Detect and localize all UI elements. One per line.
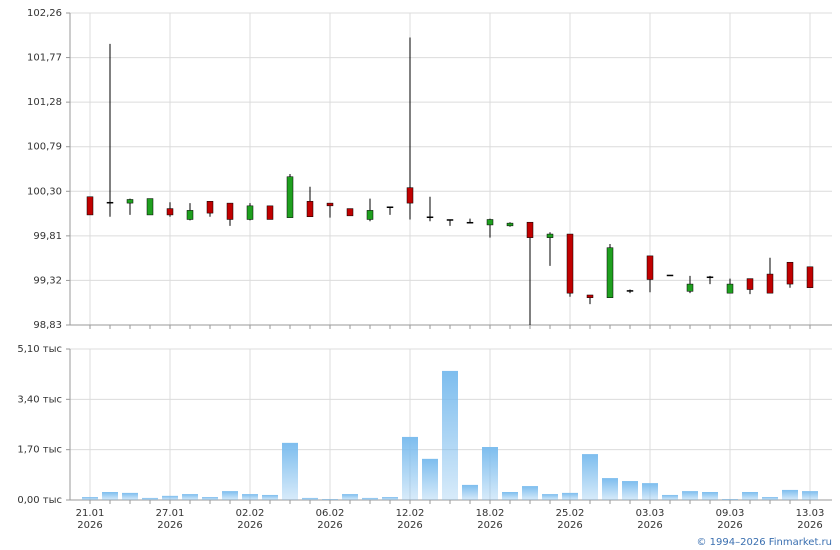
candle-body	[446, 219, 454, 221]
volume-bar	[242, 494, 258, 500]
x-tick-label: 03.03 2026	[636, 508, 665, 531]
y-tick-label: 100,30	[27, 186, 62, 197]
x-tick-label: 18.02 2026	[476, 508, 505, 531]
volume-bar	[602, 478, 618, 500]
volume-bar	[782, 489, 798, 500]
y-tick-label: 100,79	[27, 142, 62, 153]
volume-bar	[102, 492, 118, 500]
volume-bar	[642, 483, 658, 500]
volume-bar	[442, 370, 458, 500]
candle-body	[226, 202, 234, 220]
x-tick-label: 06.02 2026	[316, 508, 345, 531]
y-tick-label: 5,10 тыс	[17, 344, 62, 355]
x-tick-label: 25.02 2026	[556, 508, 585, 531]
volume-bar	[382, 497, 398, 500]
y-tick-label: 99,32	[33, 275, 62, 286]
volume-bar	[682, 491, 698, 500]
volume-bar	[482, 447, 498, 500]
volume-bar	[562, 492, 578, 500]
volume-bar	[202, 497, 218, 500]
volume-bar	[142, 497, 158, 500]
volume-bar	[762, 497, 778, 500]
volume-bar	[402, 436, 418, 500]
volume-bar	[722, 499, 738, 500]
candle-body	[806, 266, 814, 288]
y-tick-label: 3,40 тыс	[17, 394, 62, 405]
candle-body	[266, 205, 274, 220]
candle-body	[766, 273, 774, 294]
candle-body	[726, 283, 734, 294]
volume-bar	[262, 494, 278, 500]
candle-body	[626, 290, 634, 292]
candle-body	[666, 274, 674, 277]
y-tick-label: 98,83	[33, 320, 62, 331]
x-tick-label: 13.03 2026	[796, 508, 825, 531]
volume-bar	[282, 442, 298, 500]
volume-bar	[362, 497, 378, 500]
volume-bar	[462, 484, 478, 500]
candle-body	[346, 208, 354, 217]
y-tick-label: 1,70 тыс	[17, 445, 62, 456]
candle-body	[286, 176, 294, 218]
y-tick-label: 102,26	[27, 8, 62, 19]
candle-body	[606, 247, 614, 298]
y-tick-label: 101,28	[27, 97, 62, 108]
volume-bar	[82, 497, 98, 500]
x-tick-label: 27.01 2026	[156, 508, 185, 531]
volume-bar	[162, 495, 178, 500]
volume-bar	[342, 494, 358, 500]
x-tick-label: 12.02 2026	[396, 508, 425, 531]
candle-body	[786, 261, 794, 285]
volume-bar	[802, 491, 818, 500]
y-tick-label: 99,81	[33, 231, 62, 242]
volume-bar	[182, 494, 198, 500]
volume-bar	[222, 491, 238, 500]
volume-bar	[622, 481, 638, 500]
volume-bar	[662, 494, 678, 500]
candle-body	[646, 255, 654, 280]
candle-body	[486, 219, 494, 226]
candle-body	[126, 199, 134, 204]
volume-bar	[742, 492, 758, 500]
candle-body	[306, 201, 314, 218]
candle-body	[166, 208, 174, 216]
candle-body	[686, 283, 694, 292]
volume-bar	[302, 497, 318, 500]
candle-body	[406, 187, 414, 204]
candle-body	[426, 216, 434, 219]
candle-body	[546, 233, 554, 238]
candle-body	[466, 221, 474, 224]
volume-bar	[422, 458, 438, 500]
volume-bar	[542, 494, 558, 500]
volume-bar	[122, 492, 138, 500]
volume-bar	[502, 492, 518, 500]
candle-body	[386, 206, 394, 208]
candle-body	[506, 222, 514, 227]
volume-bar	[702, 492, 718, 500]
candle-body	[86, 196, 94, 216]
candle-body	[246, 205, 254, 220]
candle-body	[706, 276, 714, 279]
candle-body	[186, 210, 194, 220]
candle-body	[526, 221, 534, 238]
x-tick-label: 09.03 2026	[716, 508, 745, 531]
volume-bar	[322, 499, 338, 500]
y-tick-label: 0,00 тыс	[17, 495, 62, 506]
candle-body	[326, 202, 334, 207]
candle-body	[586, 294, 594, 298]
candle-body	[106, 201, 114, 204]
candle-body	[566, 233, 574, 294]
candle-body	[146, 198, 154, 216]
candle-body	[206, 201, 214, 214]
copyright[interactable]: © 1994–2026 Finmarket.ru	[696, 537, 832, 548]
candle-body	[746, 278, 754, 290]
y-tick-label: 101,77	[27, 53, 62, 64]
volume-bar	[582, 454, 598, 500]
candle-body	[366, 210, 374, 220]
x-tick-label: 21.01 2026	[76, 508, 105, 531]
x-tick-label: 02.02 2026	[236, 508, 265, 531]
volume-bar	[522, 486, 538, 500]
